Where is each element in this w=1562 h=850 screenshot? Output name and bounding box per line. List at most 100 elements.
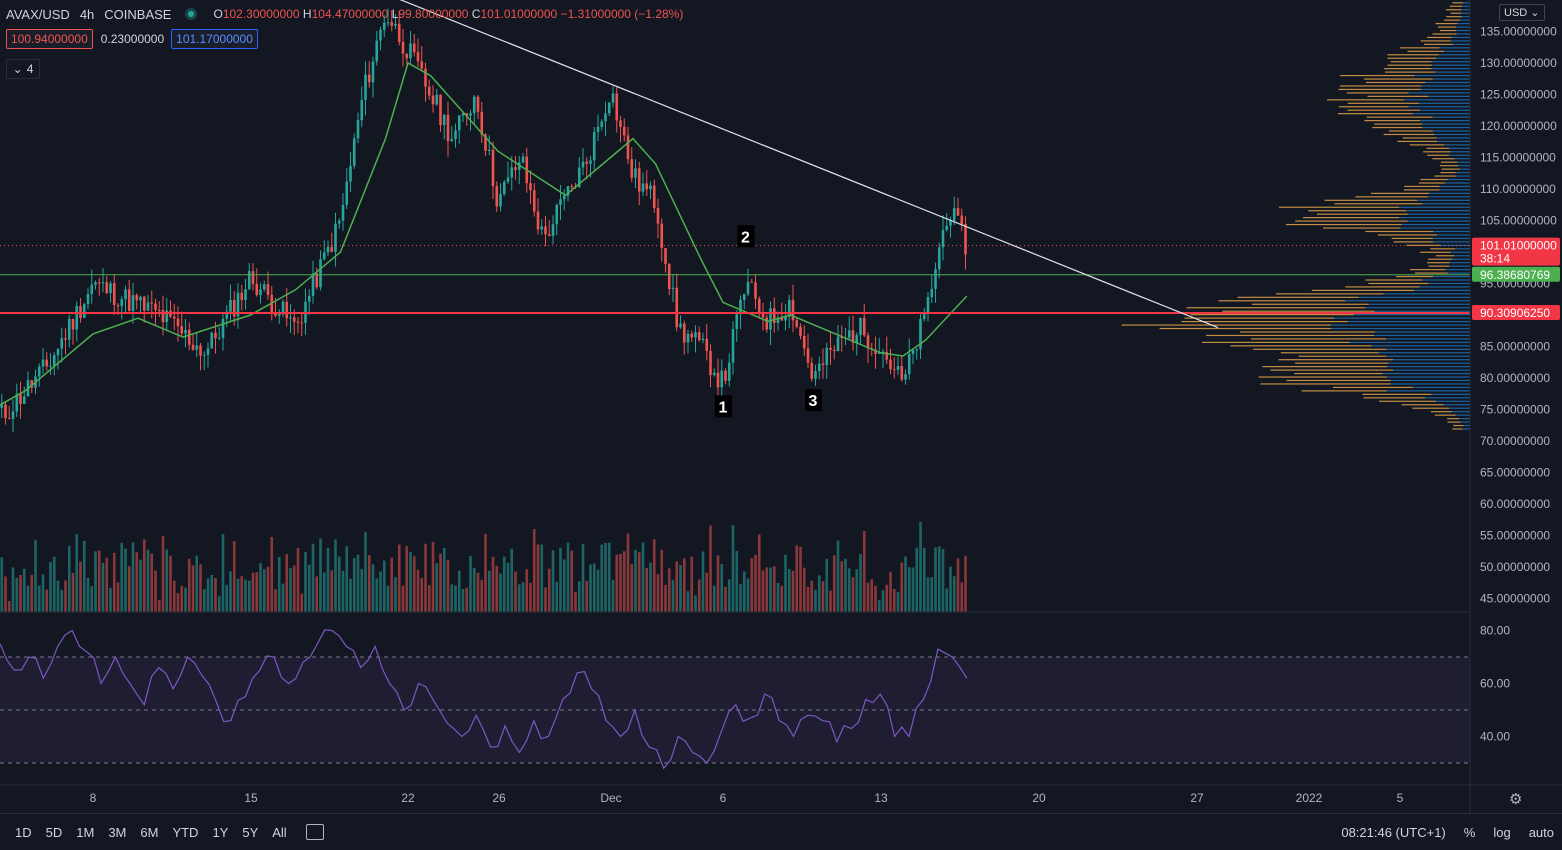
vp-bar-sell (1379, 400, 1436, 402)
vp-bar-buy (1401, 223, 1470, 226)
buy-price-button[interactable]: 101.17000000 (171, 29, 258, 49)
support-upper-label: 96.38680769 (1480, 268, 1550, 282)
volume-bar (574, 592, 577, 612)
volume-bar (592, 563, 596, 612)
indicators-toggle-button[interactable]: ⌄ 4 (6, 59, 40, 79)
volume-bar (394, 577, 397, 612)
candle-body (570, 186, 574, 188)
volume-bar (101, 562, 105, 612)
vp-bar-buy (1425, 81, 1470, 84)
calendar-range-icon[interactable] (305, 824, 324, 840)
candle-body (341, 204, 345, 221)
volume-bar (956, 558, 960, 612)
volume-bar (465, 587, 469, 612)
volume-bar (941, 549, 945, 612)
vp-bar-sell (1432, 158, 1455, 160)
candle-body (956, 208, 960, 216)
volume-bar (49, 561, 52, 612)
candle-body (97, 282, 101, 284)
vp-bar-sell (1363, 397, 1426, 399)
volume-bar (502, 556, 506, 612)
volume-bar (814, 590, 817, 612)
volume-bar (270, 536, 274, 612)
range-6m[interactable]: 6M (140, 824, 159, 840)
clock-time[interactable]: 08:21:46 (UTC+1) (1341, 824, 1446, 840)
volume-bar (821, 581, 825, 612)
range-ytd[interactable]: YTD (172, 824, 199, 840)
volume-bar (94, 551, 97, 612)
sell-price-button[interactable]: 100.94000000 (6, 29, 93, 49)
time-tick-label: 27 (1190, 791, 1204, 805)
vp-bar-buy (1457, 22, 1470, 25)
candle-body (262, 284, 266, 290)
candle-body (547, 234, 551, 237)
candle-body (581, 161, 585, 168)
candle-body (727, 362, 731, 381)
log-scale-button[interactable]: log (1493, 824, 1511, 840)
volume-bar (146, 549, 150, 612)
volume-bar (952, 576, 956, 612)
vp-bar-sell (1426, 147, 1449, 149)
range-all[interactable]: All (272, 824, 287, 840)
legend-header: AVAX/USD 4h COINBASE O102.30000000 H104.… (6, 4, 683, 24)
currency-button[interactable]: USD ⌄ (1499, 4, 1545, 21)
candle-body (892, 369, 896, 371)
candle-body (645, 183, 649, 190)
vp-bar-sell (1424, 43, 1453, 45)
range-1d[interactable]: 1D (15, 824, 32, 840)
candle-body (217, 337, 221, 339)
candle-body (356, 120, 360, 139)
price-tick-label: 75.00000000 (1480, 403, 1550, 417)
range-3m[interactable]: 3M (108, 824, 127, 840)
vp-bar-sell (1365, 81, 1426, 84)
symbol-name[interactable]: AVAX/USD (6, 6, 70, 22)
volume-bar (311, 543, 315, 612)
vp-bar-buy (1349, 341, 1470, 343)
close-value: 101.01000000 (480, 7, 558, 21)
candle-body (964, 223, 967, 255)
vp-bar-sell (1181, 320, 1348, 323)
time-tick-label: 22 (401, 791, 415, 805)
price-tick-label: 105.00000000 (1480, 214, 1557, 228)
volume-bar (506, 562, 510, 612)
vp-bar-sell (1323, 227, 1401, 229)
volume-bar (225, 584, 229, 612)
vp-bar-sell (1383, 133, 1435, 136)
vp-bar-sell (1339, 85, 1422, 87)
candle-body (442, 114, 446, 126)
volume-bar (896, 591, 900, 612)
volume-bar (900, 562, 904, 612)
vp-bar-buy (1368, 303, 1470, 305)
candle-body (266, 284, 270, 295)
vp-bar-buy (1417, 199, 1470, 201)
vp-bar-buy (1386, 355, 1470, 357)
candle-body (855, 335, 859, 343)
range-1y[interactable]: 1Y (212, 824, 229, 840)
vp-bar-sell (1446, 16, 1462, 18)
volume-bar (825, 558, 829, 612)
candle-body (135, 295, 139, 301)
candle-body (379, 29, 382, 41)
range-1m[interactable]: 1M (76, 824, 95, 840)
candle-body (210, 332, 214, 349)
vp-bar-sell (1420, 178, 1448, 181)
volume-bar (547, 568, 551, 612)
annotation-label-3: 3 (809, 393, 818, 410)
candle-body (619, 120, 622, 127)
range-5y[interactable]: 5Y (242, 824, 259, 840)
candle-body (562, 195, 566, 200)
settings-gear-icon[interactable]: ⚙ (1509, 791, 1523, 808)
volume-bar (289, 568, 292, 612)
price-tick-label: 85.00000000 (1480, 340, 1550, 354)
volume-bar (277, 557, 281, 612)
vp-bar-buy (1390, 383, 1470, 385)
range-5d[interactable]: 5D (45, 824, 63, 840)
percent-scale-button[interactable]: % (1463, 824, 1476, 840)
timeframe[interactable]: 4h (79, 6, 95, 22)
volume-bar (686, 591, 690, 612)
volume-bar (157, 600, 161, 612)
auto-scale-button[interactable]: auto (1528, 824, 1554, 840)
price-tick-label: 50.00000000 (1480, 560, 1550, 574)
volume-bar (615, 554, 619, 612)
